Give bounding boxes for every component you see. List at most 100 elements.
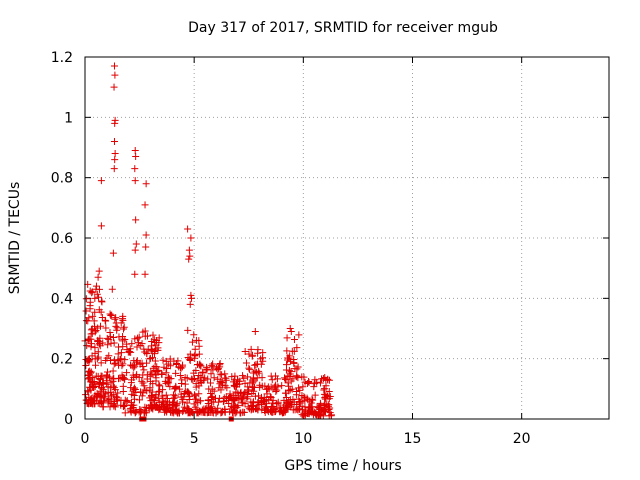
data-point [191,352,199,360]
data-point [161,405,169,413]
data-point [326,409,334,417]
data-point [152,345,160,353]
data-point [216,360,224,368]
data-point [132,240,140,248]
data-point [293,365,301,373]
data-point [111,156,119,164]
y-tick-label: 0 [64,412,73,428]
data-point [127,361,135,369]
data-point [235,395,243,402]
data-point [186,300,194,308]
data-point [138,392,146,400]
data-point [197,362,205,370]
data-point [218,371,226,379]
data-point [255,369,263,377]
data-point [247,345,255,353]
data-point [113,397,121,405]
data-point [105,352,113,360]
data-point [290,335,298,343]
data-point [177,390,185,398]
data-point [245,387,253,395]
data-point [241,400,249,408]
data-point [285,366,293,374]
data-point [84,388,92,396]
data-point [111,315,119,323]
data-point [188,375,196,383]
data-point [109,333,117,341]
data-point [163,401,171,409]
data-point [240,408,248,416]
data-point [91,328,99,336]
data-point [147,392,155,400]
data-point [162,397,170,405]
data-point [147,404,155,412]
data-point [97,177,105,185]
data-point [251,392,259,400]
data-point [159,386,167,394]
data-point [108,311,116,319]
data-point [151,357,159,365]
data-point [119,312,127,320]
data-point [92,361,100,369]
data-point [197,379,205,387]
data-point [152,371,160,379]
data-point [279,409,287,417]
data-point [85,368,93,376]
data-point [148,370,156,378]
data-point [132,408,140,416]
data-point [126,406,134,414]
data-point [131,335,139,343]
data-point [203,365,211,373]
data-point [138,377,146,385]
data-point [212,408,220,416]
data-point [307,399,315,407]
data-point [286,325,294,332]
data-point [162,379,170,387]
data-point [203,363,211,371]
data-point [94,348,102,356]
x-tick-label: 5 [190,431,199,447]
data-point [99,379,107,387]
data-point [190,331,198,339]
data-point [121,396,129,404]
data-point [159,356,167,364]
data-point [319,406,327,414]
data-point [128,362,136,370]
data-point [141,270,149,278]
data-point [222,376,230,384]
data-point [147,346,155,354]
data-point [232,409,240,417]
plot-frame [84,56,610,420]
data-point [287,402,295,410]
data-point [173,399,181,407]
data-point [99,403,107,411]
data-point [94,273,102,281]
data-point [191,403,199,411]
data-point [272,381,280,389]
data-point [119,382,127,390]
data-point [207,389,215,397]
data-point [184,388,192,396]
data-point [248,351,256,359]
data-point [294,363,302,371]
data-point [106,395,114,403]
data-point [99,386,107,394]
data-point [84,375,92,383]
data-point [246,365,254,373]
data-point [258,401,266,409]
data-point [92,393,100,401]
data-point [285,354,293,362]
data-point [316,379,324,387]
data-point [266,393,274,401]
data-point [221,382,229,390]
data-point [108,285,116,293]
data-point [274,400,282,408]
data-point [176,385,184,393]
data-point [142,409,150,417]
data-point [325,405,333,413]
data-point [142,231,150,239]
data-point [111,119,119,127]
data-point [169,394,177,402]
data-point [88,289,96,297]
data-point [142,180,150,188]
